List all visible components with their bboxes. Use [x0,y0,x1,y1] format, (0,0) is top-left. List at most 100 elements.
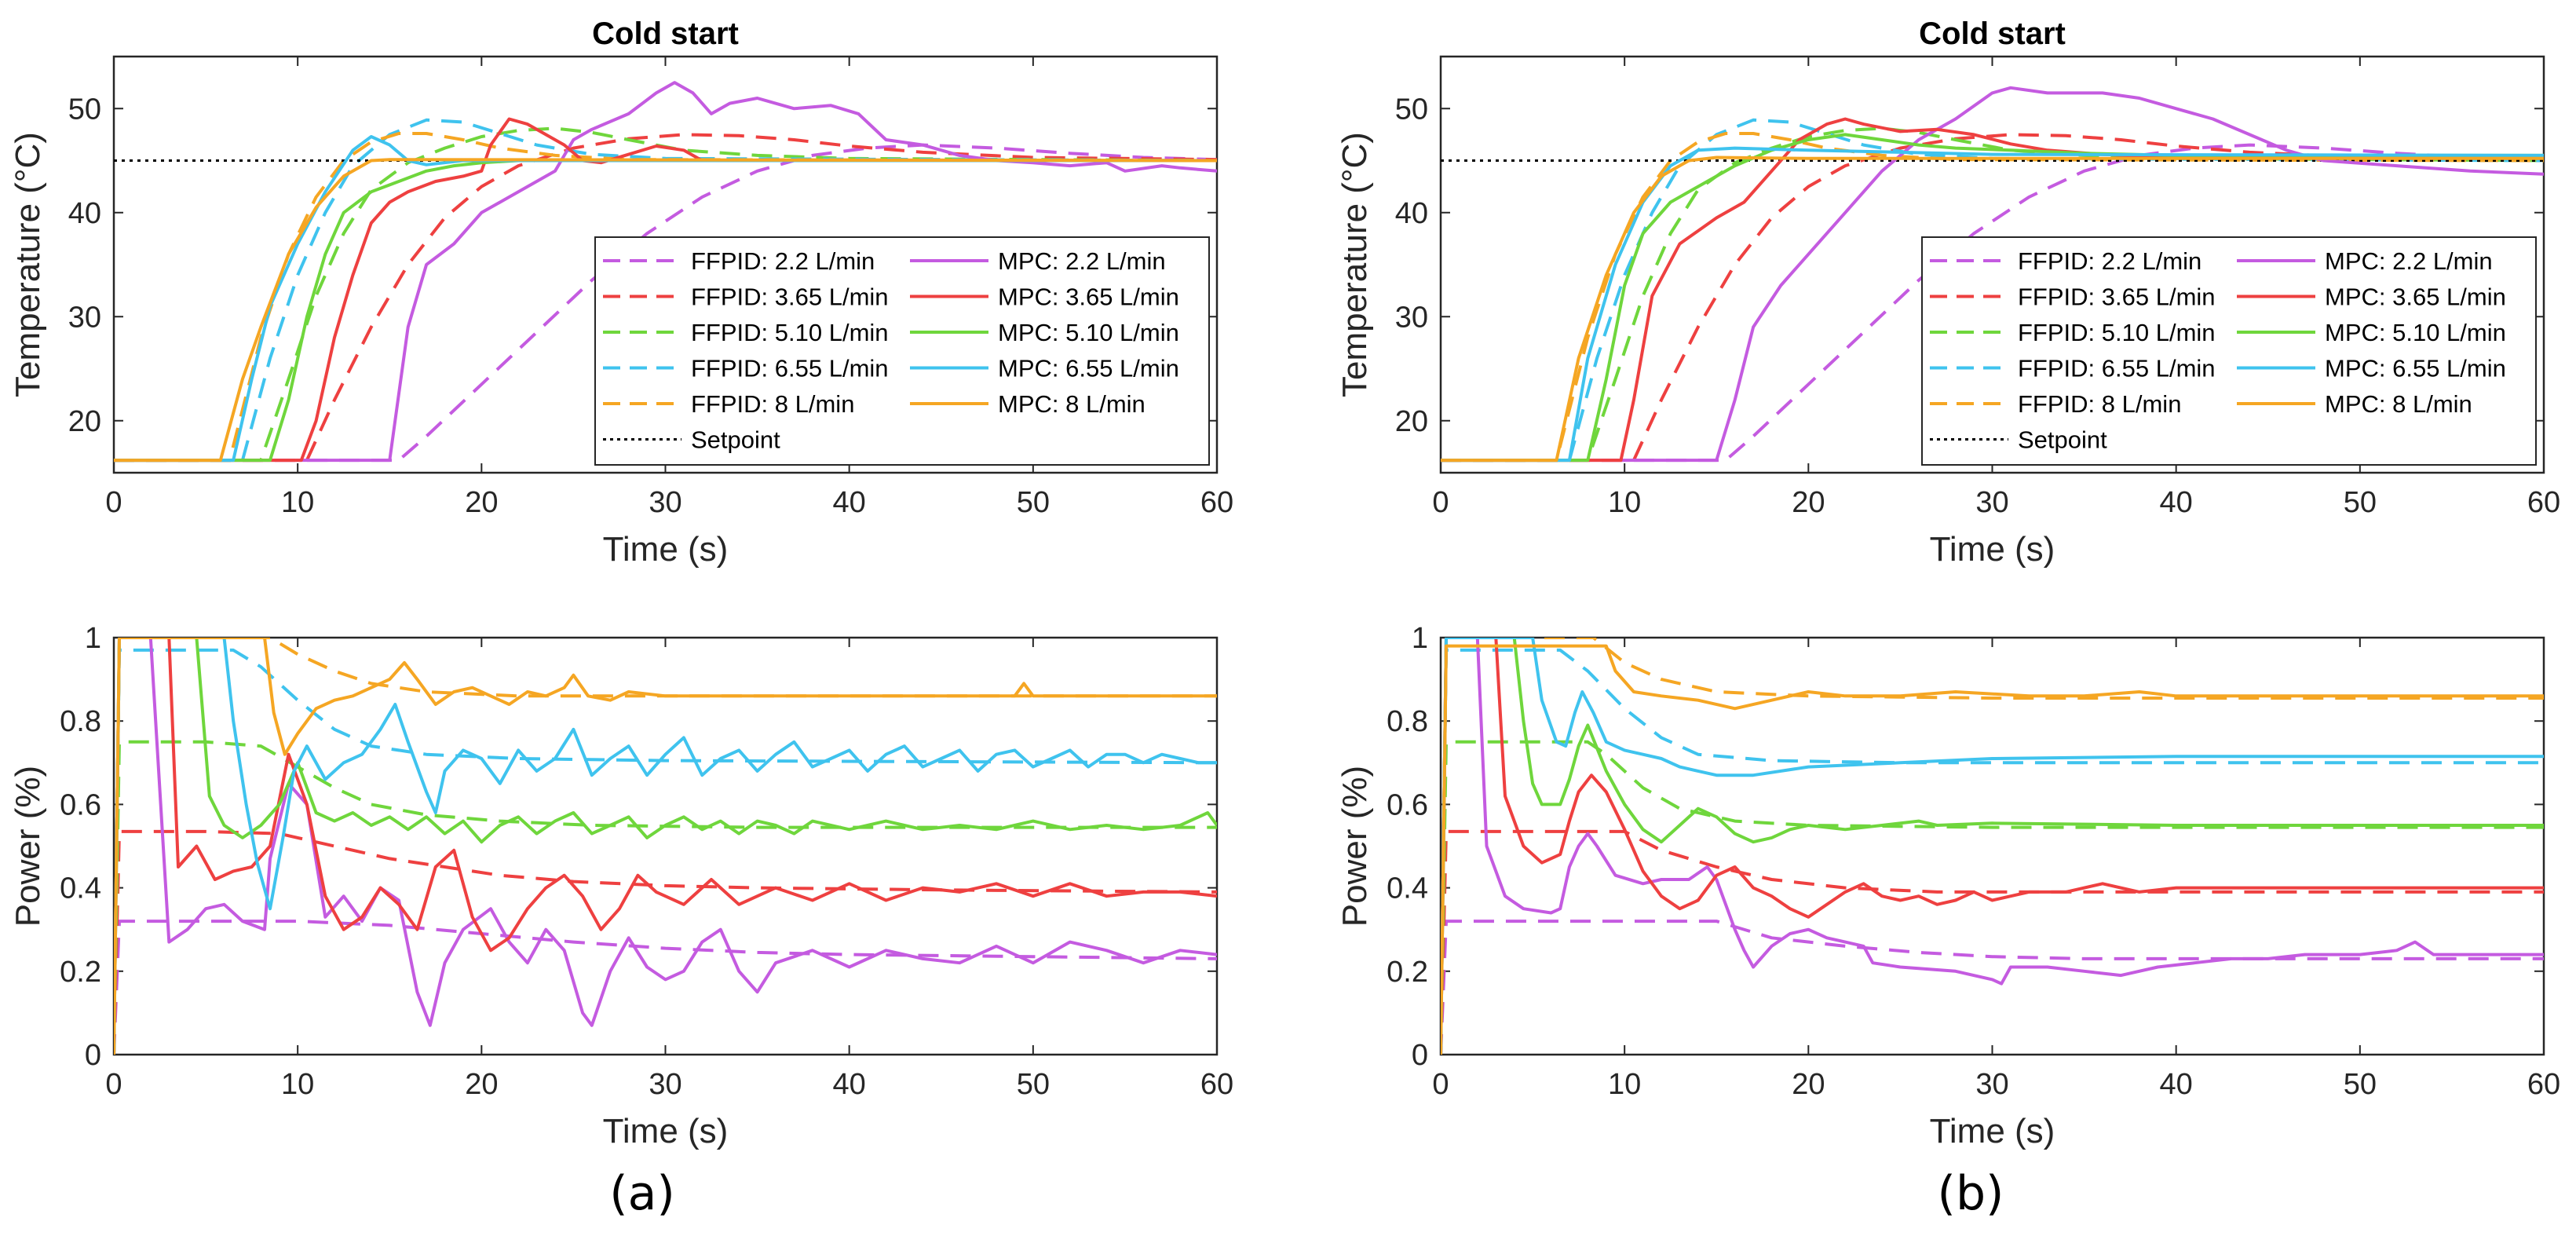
series-line-mpc-6-55-l-min [114,135,1217,463]
axes-frame [1439,636,2545,1056]
series-line-mpc-8-l-min [114,638,1217,1055]
x-tick-label: 40 [833,1068,866,1101]
series-line-ffpid-8-l-min [114,638,1217,1055]
chart-a-temperature: 0 10 20 30 40 50 60 20 30 40 50 Time (s) Temperature… [9,16,1233,569]
x-tick-label: 60 [1200,1068,1233,1101]
y-tick-label: 0 [85,1039,101,1072]
legend-label: FFPID: 2.2 L/min [2018,247,2201,275]
y-tick-label: 40 [1395,197,1428,230]
x-tick-label: 50 [1017,486,1050,519]
x-tick-label: 60 [2527,1068,2560,1101]
y-tick-label: 0.4 [60,872,101,905]
y-tick-label: 30 [1395,301,1428,334]
x-tick-label: 0 [105,486,122,519]
series-line-ffpid-2-2-l-min [1441,920,2544,1055]
x-tick-label: 20 [1792,1068,1825,1101]
legend-label: FFPID: 2.2 L/min [691,247,875,275]
series-line-mpc-5-10-l-min [1441,133,2544,463]
series-line-mpc-3-65-l-min [114,638,1217,1055]
series-line-mpc-6-55-l-min [1441,638,2544,1055]
legend-label: MPC: 5.10 L/min [998,319,1179,346]
series-group [114,638,1217,1055]
series-line-mpc-5-10-l-min [1441,638,2544,1055]
legend-label: FFPID: 3.65 L/min [691,283,889,311]
x-tick-label: 30 [1975,486,2008,519]
series-line-mpc-8-l-min [1441,644,2544,1055]
x-tick-label: 40 [833,486,866,519]
legend-label: MPC: 3.65 L/min [998,283,1179,311]
legend-label: Setpoint [2018,426,2107,454]
legend-box [594,236,1210,466]
x-tick-label: 10 [281,486,314,519]
y-tick-label: 50 [1395,93,1428,126]
x-axis-label: Time (s) [603,530,729,569]
x-axis-label: Time (s) [603,1112,729,1150]
legend-box [1921,236,2537,466]
legend-label: FFPID: 5.10 L/min [691,319,889,346]
series-line-ffpid-3-65-l-min [1441,133,2544,463]
y-tick-label: 30 [68,301,101,334]
series-line-ffpid-6-55-l-min [1441,648,2544,1055]
series-line-ffpid-8-l-min [114,132,1217,463]
legend: FFPID: 2.2 L/min FFPID: 3.65 L/min FFPID: … [594,236,1210,466]
series-line-mpc-2-2-l-min [114,81,1217,463]
y-tick-label: 0 [1412,1039,1428,1072]
y-tick-label: 0.4 [1387,872,1428,905]
y-tick-label: 40 [68,197,101,230]
y-tick-label: 1 [85,622,101,655]
x-tick-label: 50 [2344,1068,2377,1101]
legend-label: MPC: 6.55 L/min [998,355,1179,382]
y-tick-label: 0.2 [1387,956,1428,989]
chart-b-temperature: 0 10 20 30 40 50 60 20 30 40 50 Time (s) Temperature… [1336,16,2560,569]
series-line-ffpid-3-65-l-min [114,829,1217,1055]
x-tick-label: 20 [465,486,498,519]
series-line-mpc-3-65-l-min [1441,117,2544,463]
chart-b-power: 0 10 20 30 40 50 60 0 0.2 0.4 0.6 0.8 1 Time (s) Power… [1336,622,2560,1150]
y-tick-label: 0.6 [1387,788,1428,821]
legend-label: MPC: 6.55 L/min [2325,355,2506,382]
legend: FFPID: 2.2 L/min FFPID: 3.65 L/min FFPID: … [1921,236,2537,466]
x-tick-label: 10 [1608,1068,1641,1101]
x-tick-label: 30 [649,1068,681,1101]
legend-label: MPC: 3.65 L/min [2325,283,2506,311]
legend-label: Setpoint [691,426,780,454]
series-line-mpc-8-l-min [114,158,1217,463]
y-axis-label: Temperature (°C) [1336,132,1374,397]
axes-frame [112,636,1219,1056]
series-line-ffpid-5-10-l-min [1441,126,2544,463]
legend-label: FFPID: 6.55 L/min [691,355,889,382]
x-tick-label: 10 [1608,486,1641,519]
series-line-mpc-8-l-min [1441,155,2544,463]
panel-caption-a: (a) [609,1166,675,1221]
legend-label: FFPID: 8 L/min [691,390,854,418]
y-axis-label: Power (%) [9,766,47,927]
chart-a-power: 0 10 20 30 40 50 60 0 0.2 0.4 0.6 0.8 1 Time (s) Power… [9,622,1233,1150]
series-line-mpc-2-2-l-min [148,638,1217,1027]
x-tick-label: 20 [1792,486,1825,519]
panel-caption-b: (b) [1937,1166,2004,1221]
x-tick-label: 10 [281,1068,314,1101]
legend-label: MPC: 5.10 L/min [2325,319,2506,346]
y-tick-label: 20 [68,405,101,438]
series-line-ffpid-2-2-l-min [114,143,1217,463]
series-line-ffpid-8-l-min [1441,638,2544,1055]
chart-title: Cold start [592,16,739,51]
y-tick-label: 0.8 [60,705,101,738]
x-tick-label: 50 [2344,486,2377,519]
x-axis-label: Time (s) [1930,1112,2055,1150]
series-line-mpc-5-10-l-min [114,159,1217,463]
x-tick-label: 30 [1975,1068,2008,1101]
series-line-ffpid-2-2-l-min [114,920,1217,1055]
series-line-ffpid-3-65-l-min [114,133,1217,463]
y-tick-label: 20 [1395,405,1428,438]
legend-label: MPC: 2.2 L/min [998,247,1166,275]
x-axis-label: Time (s) [1930,530,2055,569]
x-tick-label: 20 [465,1068,498,1101]
y-tick-label: 50 [68,93,101,126]
x-tick-label: 40 [2160,1068,2193,1101]
legend-label: FFPID: 8 L/min [2018,390,2181,418]
y-axis-label: Power (%) [1336,766,1374,927]
x-tick-label: 30 [649,486,681,519]
series-line-ffpid-6-55-l-min [114,648,1217,1055]
